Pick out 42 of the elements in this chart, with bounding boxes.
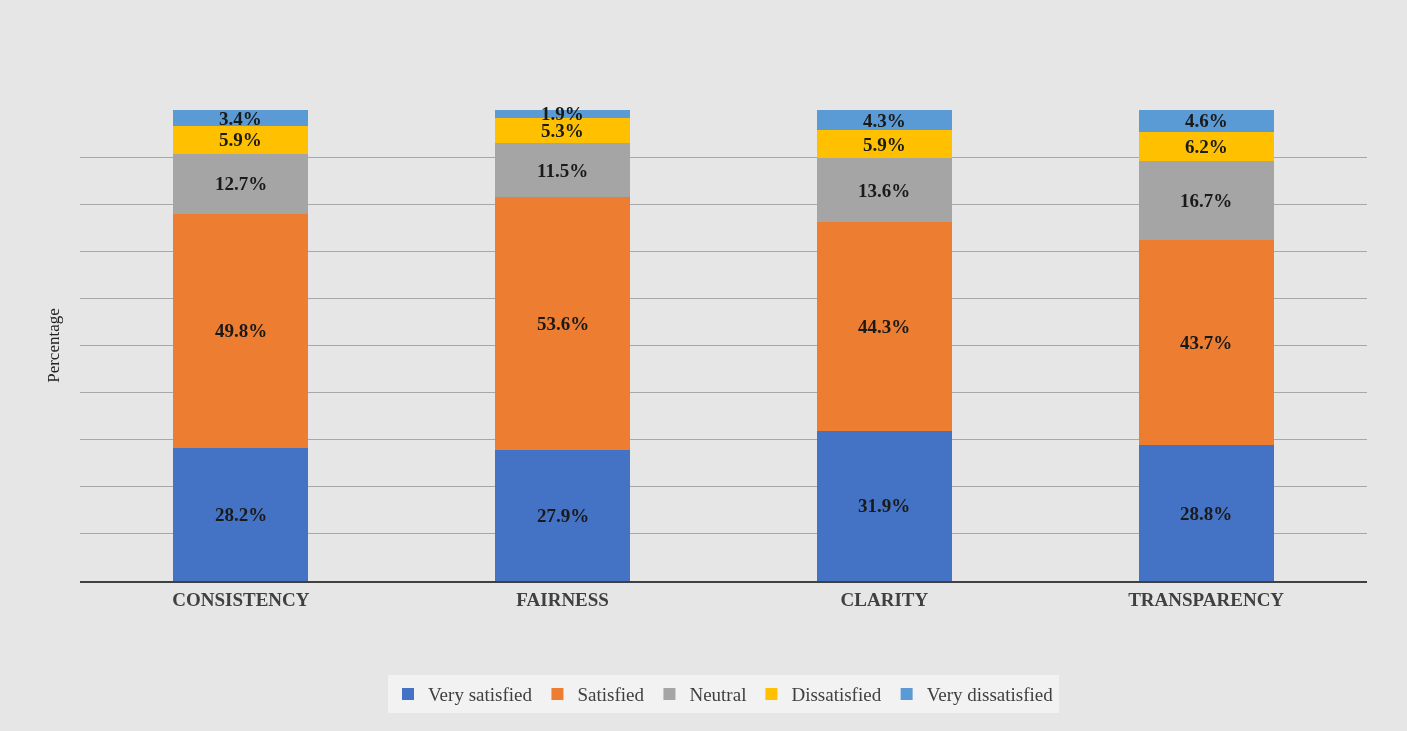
legend-label: Very dissatisfied <box>926 684 1054 706</box>
data-label: 4.3% <box>863 110 906 131</box>
legend-label: Dissatisfied <box>791 684 882 706</box>
bar <box>495 449 631 581</box>
data-label: 43.7% <box>1180 332 1233 353</box>
data-label: 3.4% <box>219 108 262 129</box>
data-label: 44.3% <box>858 316 911 337</box>
bar <box>1138 110 1274 132</box>
data-label: 27.9% <box>537 505 590 526</box>
data-label: 16.7% <box>1180 190 1233 211</box>
bar <box>173 448 309 581</box>
bar <box>173 126 309 154</box>
data-label: 4.6% <box>1185 110 1228 131</box>
bar <box>1138 131 1274 161</box>
y-axis-title: Percentage <box>43 308 63 383</box>
legend-label: Very satisfied <box>428 684 533 706</box>
data-label: 28.2% <box>215 504 268 525</box>
data-label: 13.6% <box>858 180 911 201</box>
data-label: 49.8% <box>215 320 268 341</box>
data-label: 28.8% <box>1180 503 1233 524</box>
bar <box>816 130 952 159</box>
x-tick-label: CLARITY <box>840 588 929 610</box>
x-tick-label: TRANSPARENCY <box>1128 588 1285 610</box>
data-label: 53.6% <box>537 313 590 334</box>
data-label: 5.3% <box>541 120 584 141</box>
legend-label: Satisfied <box>577 684 645 706</box>
x-tick-label: CONSISTENCY <box>172 588 310 610</box>
data-label: 31.9% <box>858 495 911 516</box>
bar <box>816 430 952 581</box>
legend-label: Neutral <box>689 684 747 706</box>
data-label: 12.7% <box>215 173 268 194</box>
bar <box>173 213 309 449</box>
bar <box>1138 239 1274 446</box>
bar <box>495 118 631 143</box>
data-label: 6.2% <box>1185 136 1228 157</box>
data-label: 5.9% <box>219 129 262 150</box>
data-label: 11.5% <box>537 160 589 181</box>
bar <box>1138 445 1274 581</box>
x-tick-label: FAIRNESS <box>516 588 609 610</box>
data-label: 5.9% <box>863 134 906 155</box>
bar <box>495 197 631 450</box>
bar <box>816 222 952 431</box>
